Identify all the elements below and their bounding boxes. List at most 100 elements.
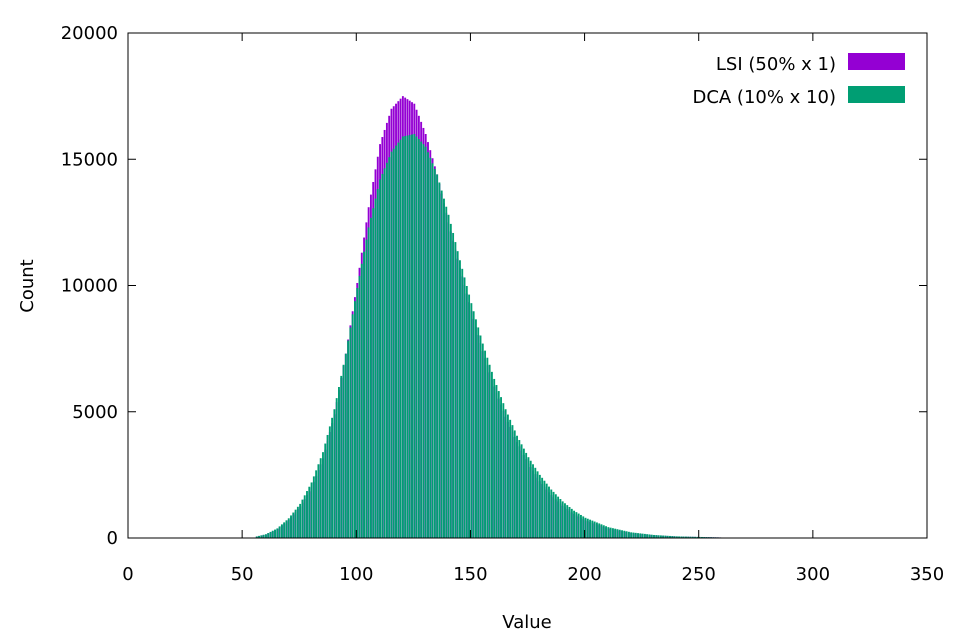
x-tick-label: 250 (682, 564, 716, 585)
x-tick-label: 50 (231, 564, 254, 585)
bar (340, 376, 342, 538)
bar (500, 397, 502, 538)
bar (537, 471, 539, 538)
bar (429, 158, 431, 538)
bar (400, 140, 402, 538)
y-tick-label: 0 (107, 528, 118, 549)
bar (452, 233, 454, 538)
bar (457, 251, 459, 538)
bar (639, 533, 641, 538)
bar (507, 415, 509, 538)
bar (486, 358, 488, 538)
bar (644, 534, 646, 538)
bar (601, 524, 603, 538)
bar (505, 409, 507, 538)
legend-label-dca: DCA (10% x 10) (692, 87, 836, 108)
bar (482, 344, 484, 538)
bar (313, 476, 315, 538)
bar (489, 365, 491, 538)
bar (338, 387, 340, 538)
bar (427, 152, 429, 538)
bar (621, 530, 623, 538)
bar (302, 500, 304, 538)
bar (548, 487, 550, 538)
bar (436, 174, 438, 538)
bar (445, 207, 447, 538)
y-tick-label: 10000 (61, 276, 118, 297)
bar (619, 530, 621, 538)
bar (448, 215, 450, 538)
bar (642, 534, 644, 538)
bar (587, 519, 589, 538)
bar (633, 533, 635, 538)
bar (635, 533, 637, 538)
bar (267, 533, 269, 538)
bars-layer (256, 96, 920, 538)
bar (475, 319, 477, 538)
x-tick-label: 350 (910, 564, 944, 585)
bar (432, 163, 434, 538)
bar (379, 179, 381, 538)
bar (270, 532, 272, 538)
bar (623, 531, 625, 538)
bar (610, 528, 612, 538)
bar (322, 452, 324, 538)
bar (295, 510, 297, 538)
bar (354, 301, 356, 538)
bar (386, 163, 388, 538)
bar (578, 514, 580, 538)
y-tick-label: 15000 (61, 149, 118, 170)
bar (336, 398, 338, 538)
x-tick-label: 300 (796, 564, 830, 585)
bar (297, 507, 299, 538)
bar (591, 521, 593, 538)
bar (413, 134, 415, 538)
bar (534, 468, 536, 538)
bar (546, 484, 548, 538)
bar (491, 372, 493, 538)
bar (509, 420, 511, 538)
bar (393, 149, 395, 538)
bar (480, 336, 482, 539)
y-tick-label: 5000 (72, 402, 118, 423)
bar (628, 532, 630, 538)
bar (395, 146, 397, 538)
bar (356, 288, 358, 538)
bar (349, 327, 351, 538)
bar (329, 426, 331, 538)
bar (372, 208, 374, 538)
bar (438, 182, 440, 538)
bar (648, 534, 650, 538)
bar (361, 264, 363, 538)
legend-swatch-lsi (848, 53, 905, 70)
bar (555, 494, 557, 538)
bar (320, 458, 322, 538)
bar (345, 354, 347, 538)
bar (407, 136, 409, 538)
bar (441, 191, 443, 538)
bar (404, 136, 406, 538)
bar (516, 436, 518, 538)
bar (281, 524, 283, 538)
bar (569, 507, 571, 538)
bar (388, 157, 390, 538)
bar (523, 449, 525, 538)
bar (311, 482, 313, 538)
bar (530, 461, 532, 538)
x-tick-label: 100 (339, 564, 373, 585)
legend-swatch-dca (848, 86, 905, 103)
bar (493, 379, 495, 538)
bar (363, 252, 365, 538)
bar (564, 503, 566, 538)
bar (286, 520, 288, 538)
bar (384, 168, 386, 538)
bar (274, 530, 276, 538)
bar (368, 227, 370, 538)
bar (304, 495, 306, 538)
bar (443, 199, 445, 538)
bar (532, 464, 534, 538)
bar (582, 516, 584, 538)
bar (422, 144, 424, 538)
bar (292, 513, 294, 538)
